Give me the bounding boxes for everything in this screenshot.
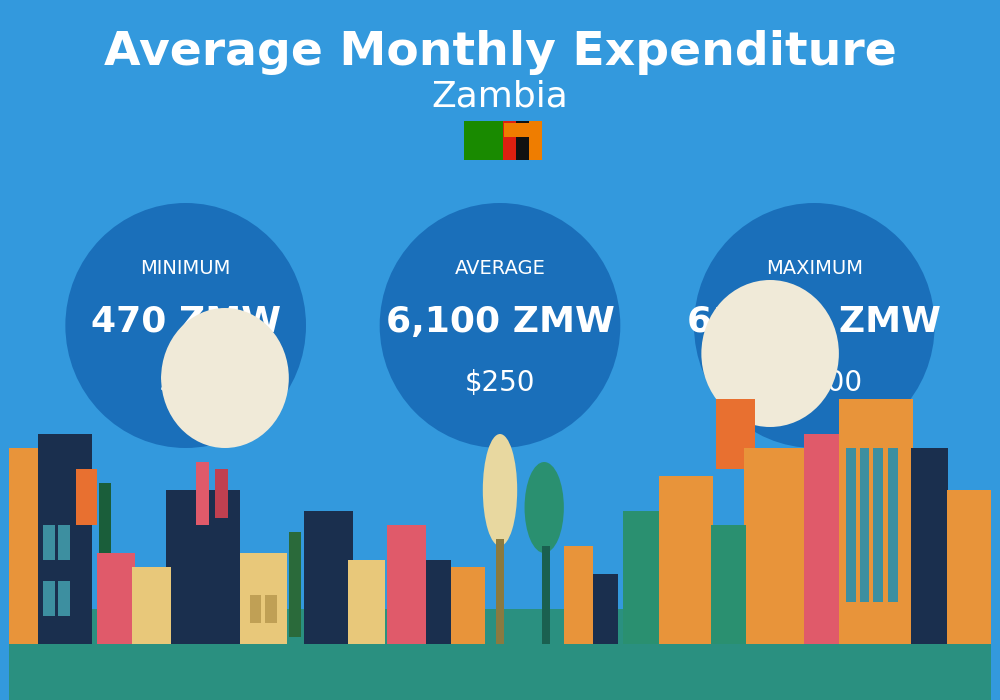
Bar	[426, 560, 451, 644]
Bar	[250, 595, 261, 623]
Bar	[464, 121, 536, 160]
Bar	[804, 434, 842, 644]
Text: Zambia: Zambia	[432, 80, 568, 113]
Ellipse shape	[525, 462, 564, 553]
Bar	[99, 483, 111, 609]
Bar	[132, 567, 171, 644]
Ellipse shape	[694, 203, 935, 448]
Bar	[215, 469, 228, 518]
Bar	[240, 553, 287, 644]
Bar	[496, 539, 504, 644]
Bar	[43, 525, 55, 560]
Bar	[623, 511, 662, 644]
Text: $2,500: $2,500	[766, 369, 863, 397]
Polygon shape	[9, 609, 991, 700]
Bar	[564, 546, 593, 644]
Text: MINIMUM: MINIMUM	[140, 258, 231, 278]
Bar	[860, 448, 869, 602]
Bar	[911, 448, 948, 644]
Bar	[265, 595, 277, 623]
Bar	[711, 525, 746, 644]
Bar	[43, 581, 55, 616]
Ellipse shape	[483, 434, 517, 546]
Bar	[97, 553, 135, 644]
Bar	[542, 546, 550, 644]
Bar	[387, 525, 426, 644]
Text: 6,100 ZMW: 6,100 ZMW	[386, 305, 614, 339]
Ellipse shape	[65, 203, 306, 448]
Text: 61,000 ZMW: 61,000 ZMW	[687, 305, 941, 339]
Bar	[289, 532, 301, 637]
Ellipse shape	[701, 280, 839, 427]
Bar	[304, 511, 353, 644]
Bar	[9, 448, 68, 644]
Text: $250: $250	[465, 369, 535, 397]
Bar	[716, 399, 755, 469]
Text: Average Monthly Expenditure: Average Monthly Expenditure	[104, 30, 896, 75]
Text: 470 ZMW: 470 ZMW	[91, 305, 281, 339]
Bar	[888, 448, 898, 602]
Bar	[348, 560, 385, 644]
Bar	[58, 581, 70, 616]
Ellipse shape	[380, 203, 620, 448]
Bar	[451, 567, 485, 644]
Bar	[76, 469, 97, 525]
Bar	[659, 476, 713, 644]
Bar	[593, 574, 618, 644]
Bar	[166, 490, 240, 644]
Bar	[504, 123, 531, 136]
Bar	[58, 525, 70, 560]
Bar	[529, 121, 542, 160]
Text: AVERAGE: AVERAGE	[455, 258, 545, 278]
Bar	[839, 399, 913, 644]
Bar	[947, 490, 991, 644]
Bar	[873, 448, 883, 602]
Bar	[744, 448, 807, 644]
Bar	[516, 121, 529, 160]
Text: $20: $20	[159, 369, 212, 397]
Bar	[196, 462, 209, 525]
Bar	[38, 434, 92, 644]
Bar	[503, 121, 516, 160]
Bar	[846, 448, 856, 602]
Text: MAXIMUM: MAXIMUM	[766, 258, 863, 278]
Ellipse shape	[161, 308, 289, 448]
